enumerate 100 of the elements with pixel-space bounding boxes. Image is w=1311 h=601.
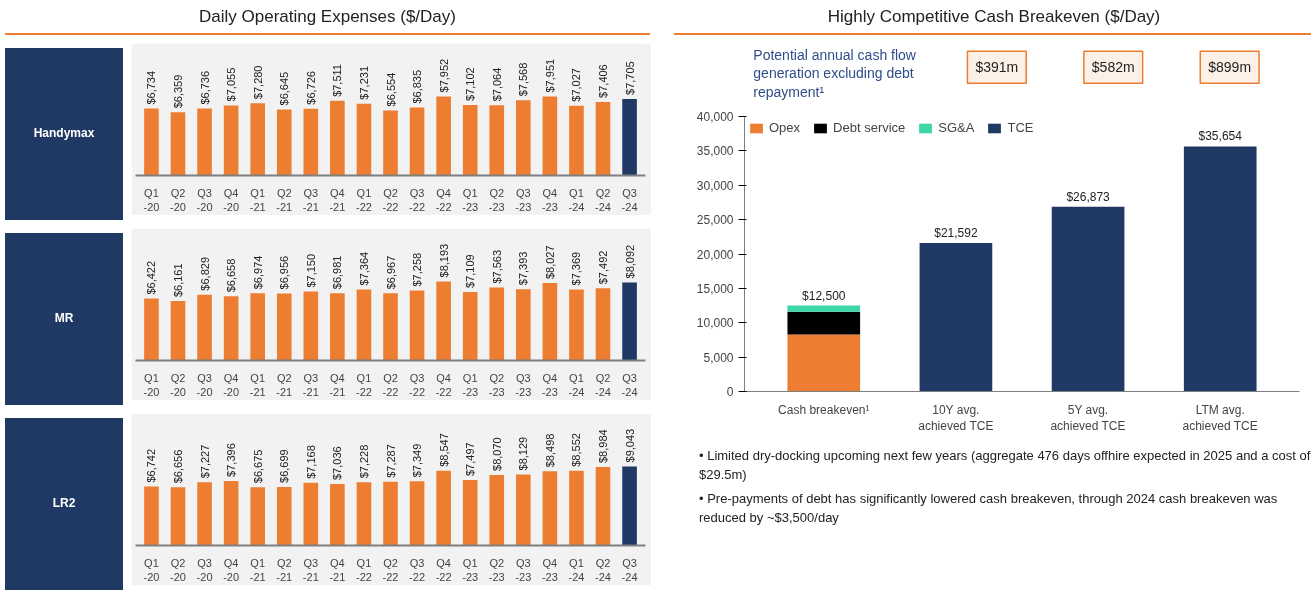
x-tick-label: Q1 -20 xyxy=(143,186,160,213)
total-label: $21,592 xyxy=(934,226,978,241)
bar xyxy=(276,293,292,361)
x-tick-label: Q4 -21 xyxy=(329,556,346,583)
total-label: $35,654 xyxy=(1198,129,1243,144)
bar xyxy=(622,282,637,361)
bar xyxy=(383,110,398,176)
x-tick-label: Q2 -21 xyxy=(276,371,293,398)
data-label: $7,492 xyxy=(597,250,609,285)
x-tick-label: Q2 -23 xyxy=(488,556,505,583)
data-label: $8,547 xyxy=(437,433,450,467)
data-label: $7,036 xyxy=(331,446,344,481)
bar xyxy=(489,105,505,176)
bar xyxy=(436,96,451,176)
bar xyxy=(383,293,398,361)
bar xyxy=(276,109,292,176)
y-tick-label: 10,000 xyxy=(696,316,734,331)
bar xyxy=(330,293,345,361)
x-tick-label: Q2 -21 xyxy=(276,186,293,213)
y-tick-label: 0 xyxy=(726,385,734,399)
text: • Limited dry-docking upcoming next few years (aggregate 476 days offhire expected in 2025 and a cost of $29.5m) xyxy=(699,447,1311,484)
data-label: $7,150 xyxy=(304,253,317,288)
data-label: $6,981 xyxy=(331,255,344,290)
bar xyxy=(569,470,584,546)
y-axis-title: LR2 xyxy=(52,495,76,513)
bar xyxy=(383,481,398,546)
data-label: $8,129 xyxy=(517,436,530,471)
x-tick-label: Q3 -23 xyxy=(515,556,532,583)
x-tick-label: Q2 -21 xyxy=(276,556,293,583)
bar xyxy=(409,290,425,361)
data-label: $7,109 xyxy=(464,254,477,288)
bar xyxy=(276,486,292,546)
x-tick-label: Q1 -20 xyxy=(143,371,160,398)
y-tick-label: 35,000 xyxy=(696,144,734,159)
data-label: $7,064 xyxy=(490,67,503,102)
x-tick-label: Q3 -24 xyxy=(621,556,638,583)
bar xyxy=(303,108,319,176)
data-label: $7,406 xyxy=(597,64,609,98)
bar xyxy=(516,289,531,361)
x-tick-label: Q3 -23 xyxy=(515,186,532,213)
bar xyxy=(223,480,239,546)
bar xyxy=(223,296,239,361)
data-label: $7,280 xyxy=(251,65,264,100)
x-tick-label: Q3 -20 xyxy=(196,371,213,398)
bar xyxy=(542,96,558,176)
x-tick-label: Q4 -20 xyxy=(223,371,240,398)
x-tick-label: Q1 -22 xyxy=(355,186,372,213)
bar xyxy=(462,480,478,546)
bar xyxy=(489,287,505,361)
bar xyxy=(489,474,505,546)
total-label: $26,873 xyxy=(1066,189,1111,204)
data-label: $7,511 xyxy=(331,64,344,97)
data-label: $7,168 xyxy=(304,445,317,479)
x-tick-label: Q2 -23 xyxy=(488,371,505,398)
x-tick-label: Q4 -20 xyxy=(223,186,240,213)
bar xyxy=(409,107,425,176)
x-tick-label: Q1 -23 xyxy=(462,556,479,583)
y-axis-title: Handymax xyxy=(33,125,95,143)
data-label: $6,742 xyxy=(145,448,158,483)
data-label: $7,027 xyxy=(570,68,583,102)
x-tick-label: Q1 -22 xyxy=(355,371,372,398)
bar xyxy=(542,471,558,546)
x-tick-label: Q4 -20 xyxy=(223,556,240,583)
bar xyxy=(170,487,186,546)
x-tick-label: Q3 -20 xyxy=(196,556,213,583)
x-tick-label: Q4 -23 xyxy=(541,371,558,398)
data-label: $7,258 xyxy=(411,252,424,287)
data-label: $6,422 xyxy=(145,260,158,295)
data-label: $6,956 xyxy=(278,255,291,290)
x-tick-label: Q1 -23 xyxy=(462,371,479,398)
data-label: $6,736 xyxy=(198,70,211,105)
bar xyxy=(197,108,212,176)
x-tick-label: Q3 -23 xyxy=(515,371,532,398)
y-axis-title: MR xyxy=(54,310,74,328)
bar xyxy=(250,103,265,176)
bar xyxy=(250,293,265,361)
text: Potential annual cash flow generation excluding debt repayment¹ xyxy=(753,47,917,100)
bar xyxy=(622,98,637,176)
data-label: $9,043 xyxy=(623,428,636,463)
x-tick-label: Q1 -22 xyxy=(355,556,372,583)
data-label: $7,369 xyxy=(570,251,583,286)
data-label: $6,656 xyxy=(172,449,184,484)
x-tick-label: Q3 -22 xyxy=(409,556,426,583)
x-tick-label: Q2 -20 xyxy=(170,371,186,398)
data-label: $6,829 xyxy=(198,256,211,291)
x-tick-label: Q2 -20 xyxy=(170,556,186,583)
text: $582m xyxy=(1091,59,1135,76)
data-label: $8,027 xyxy=(543,245,556,280)
x-tick-label: Q4 -23 xyxy=(541,186,558,213)
bar xyxy=(330,100,345,176)
bar xyxy=(787,311,861,335)
x-tick-label: Q3 -24 xyxy=(621,186,638,213)
data-label: $7,227 xyxy=(198,444,211,479)
x-tick-label: Q2 -24 xyxy=(595,556,611,583)
y-tick-label: 25,000 xyxy=(696,213,734,228)
x-tick-label: Q2 -22 xyxy=(382,556,399,583)
bar xyxy=(144,486,159,546)
x-tick-label: Q1 -24 xyxy=(568,186,585,213)
chart-title: Highly Competitive Cash Breakeven ($/Day) xyxy=(827,6,1161,28)
bar xyxy=(787,305,861,312)
